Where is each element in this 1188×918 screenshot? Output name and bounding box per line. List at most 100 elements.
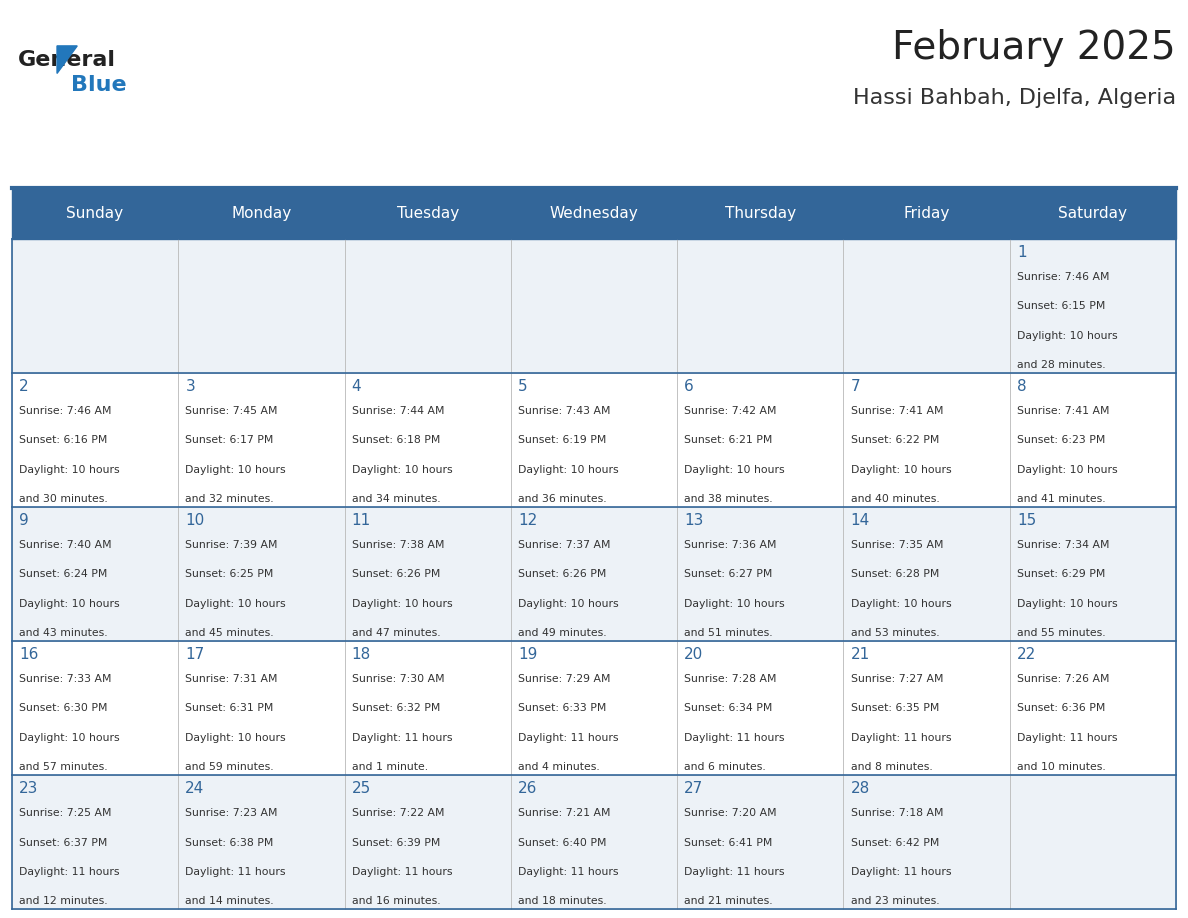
Text: Daylight: 10 hours: Daylight: 10 hours	[851, 599, 952, 609]
Text: Sunrise: 7:18 AM: Sunrise: 7:18 AM	[851, 808, 943, 818]
FancyBboxPatch shape	[843, 641, 1010, 775]
Text: Sunset: 6:16 PM: Sunset: 6:16 PM	[19, 435, 107, 445]
Text: Sunset: 6:37 PM: Sunset: 6:37 PM	[19, 837, 107, 847]
Text: Monday: Monday	[232, 206, 291, 221]
Text: Sunset: 6:29 PM: Sunset: 6:29 PM	[1017, 569, 1105, 579]
FancyBboxPatch shape	[345, 373, 511, 507]
Text: Daylight: 10 hours: Daylight: 10 hours	[19, 465, 120, 475]
Text: Sunrise: 7:37 AM: Sunrise: 7:37 AM	[518, 540, 611, 550]
Text: 14: 14	[851, 513, 870, 528]
FancyBboxPatch shape	[843, 373, 1010, 507]
Text: and 21 minutes.: and 21 minutes.	[684, 897, 773, 906]
Text: Sunrise: 7:26 AM: Sunrise: 7:26 AM	[1017, 674, 1110, 684]
Text: Daylight: 10 hours: Daylight: 10 hours	[185, 733, 286, 743]
Text: Sunset: 6:40 PM: Sunset: 6:40 PM	[518, 837, 606, 847]
Text: Sunset: 6:32 PM: Sunset: 6:32 PM	[352, 703, 440, 713]
Text: and 45 minutes.: and 45 minutes.	[185, 629, 274, 638]
Text: Thursday: Thursday	[725, 206, 796, 221]
Text: Sunrise: 7:44 AM: Sunrise: 7:44 AM	[352, 406, 444, 416]
FancyBboxPatch shape	[1010, 507, 1176, 641]
Text: Sunset: 6:19 PM: Sunset: 6:19 PM	[518, 435, 606, 445]
Text: Sunrise: 7:38 AM: Sunrise: 7:38 AM	[352, 540, 444, 550]
Text: Tuesday: Tuesday	[397, 206, 459, 221]
FancyBboxPatch shape	[345, 188, 511, 239]
Text: Daylight: 11 hours: Daylight: 11 hours	[684, 733, 785, 743]
FancyBboxPatch shape	[178, 239, 345, 373]
Text: and 1 minute.: and 1 minute.	[352, 763, 428, 772]
Text: 5: 5	[518, 379, 527, 394]
Text: Sunset: 6:34 PM: Sunset: 6:34 PM	[684, 703, 772, 713]
Text: Sunset: 6:23 PM: Sunset: 6:23 PM	[1017, 435, 1105, 445]
Text: Daylight: 11 hours: Daylight: 11 hours	[352, 867, 453, 877]
FancyBboxPatch shape	[843, 188, 1010, 239]
Text: 16: 16	[19, 647, 38, 662]
Text: Sunrise: 7:23 AM: Sunrise: 7:23 AM	[185, 808, 278, 818]
Text: February 2025: February 2025	[892, 28, 1176, 67]
Text: Daylight: 10 hours: Daylight: 10 hours	[518, 465, 619, 475]
Text: and 6 minutes.: and 6 minutes.	[684, 763, 766, 772]
Text: 28: 28	[851, 781, 870, 796]
Text: Sunrise: 7:22 AM: Sunrise: 7:22 AM	[352, 808, 444, 818]
FancyBboxPatch shape	[511, 239, 677, 373]
Text: and 18 minutes.: and 18 minutes.	[518, 897, 607, 906]
Text: and 10 minutes.: and 10 minutes.	[1017, 763, 1106, 772]
Text: and 4 minutes.: and 4 minutes.	[518, 763, 600, 772]
Text: Friday: Friday	[903, 206, 950, 221]
FancyBboxPatch shape	[178, 641, 345, 775]
FancyBboxPatch shape	[1010, 775, 1176, 909]
FancyBboxPatch shape	[178, 507, 345, 641]
Text: Daylight: 10 hours: Daylight: 10 hours	[684, 465, 785, 475]
Text: Sunset: 6:30 PM: Sunset: 6:30 PM	[19, 703, 107, 713]
Text: Sunset: 6:17 PM: Sunset: 6:17 PM	[185, 435, 273, 445]
Text: Sunrise: 7:33 AM: Sunrise: 7:33 AM	[19, 674, 112, 684]
Text: 7: 7	[851, 379, 860, 394]
Text: Daylight: 11 hours: Daylight: 11 hours	[684, 867, 785, 877]
FancyBboxPatch shape	[12, 188, 178, 239]
Text: Sunrise: 7:46 AM: Sunrise: 7:46 AM	[19, 406, 112, 416]
Text: 20: 20	[684, 647, 703, 662]
FancyBboxPatch shape	[12, 373, 178, 507]
Text: Daylight: 10 hours: Daylight: 10 hours	[1017, 465, 1118, 475]
FancyBboxPatch shape	[12, 641, 178, 775]
FancyBboxPatch shape	[511, 507, 677, 641]
Text: 9: 9	[19, 513, 29, 528]
Text: Daylight: 10 hours: Daylight: 10 hours	[518, 599, 619, 609]
Text: Sunday: Sunday	[67, 206, 124, 221]
FancyBboxPatch shape	[178, 775, 345, 909]
Text: Sunrise: 7:43 AM: Sunrise: 7:43 AM	[518, 406, 611, 416]
Text: and 23 minutes.: and 23 minutes.	[851, 897, 940, 906]
FancyBboxPatch shape	[677, 507, 843, 641]
Text: 27: 27	[684, 781, 703, 796]
Text: and 32 minutes.: and 32 minutes.	[185, 495, 274, 504]
Text: Sunrise: 7:20 AM: Sunrise: 7:20 AM	[684, 808, 777, 818]
Text: 21: 21	[851, 647, 870, 662]
Text: and 38 minutes.: and 38 minutes.	[684, 495, 773, 504]
Text: Sunrise: 7:46 AM: Sunrise: 7:46 AM	[1017, 272, 1110, 282]
Text: Sunrise: 7:35 AM: Sunrise: 7:35 AM	[851, 540, 943, 550]
Text: Sunrise: 7:45 AM: Sunrise: 7:45 AM	[185, 406, 278, 416]
Text: Sunset: 6:15 PM: Sunset: 6:15 PM	[1017, 301, 1105, 311]
Text: Sunrise: 7:34 AM: Sunrise: 7:34 AM	[1017, 540, 1110, 550]
FancyBboxPatch shape	[1010, 641, 1176, 775]
Text: Sunrise: 7:30 AM: Sunrise: 7:30 AM	[352, 674, 444, 684]
Text: 6: 6	[684, 379, 694, 394]
Text: Sunrise: 7:29 AM: Sunrise: 7:29 AM	[518, 674, 611, 684]
FancyBboxPatch shape	[345, 775, 511, 909]
Text: Daylight: 11 hours: Daylight: 11 hours	[185, 867, 286, 877]
Text: 24: 24	[185, 781, 204, 796]
FancyBboxPatch shape	[843, 507, 1010, 641]
FancyBboxPatch shape	[1010, 373, 1176, 507]
Text: Daylight: 11 hours: Daylight: 11 hours	[352, 733, 453, 743]
Text: Blue: Blue	[71, 75, 127, 95]
Text: and 30 minutes.: and 30 minutes.	[19, 495, 108, 504]
Text: 25: 25	[352, 781, 371, 796]
Text: Sunset: 6:36 PM: Sunset: 6:36 PM	[1017, 703, 1105, 713]
Text: Daylight: 11 hours: Daylight: 11 hours	[1017, 733, 1118, 743]
Text: 12: 12	[518, 513, 537, 528]
Text: 13: 13	[684, 513, 703, 528]
Text: 10: 10	[185, 513, 204, 528]
Text: Sunrise: 7:41 AM: Sunrise: 7:41 AM	[1017, 406, 1110, 416]
Text: Sunset: 6:28 PM: Sunset: 6:28 PM	[851, 569, 939, 579]
Text: and 53 minutes.: and 53 minutes.	[851, 629, 940, 638]
Text: Sunrise: 7:42 AM: Sunrise: 7:42 AM	[684, 406, 777, 416]
